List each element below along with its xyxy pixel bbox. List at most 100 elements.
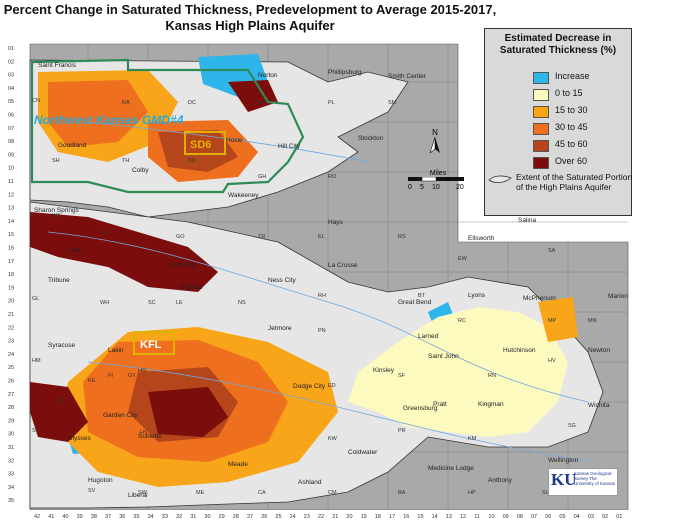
row-label: 08 [8, 139, 14, 145]
county-code: RN [488, 373, 496, 379]
ku-logo: KU Kansas Geological Survey The Universi… [548, 468, 618, 496]
place-label: Wellington [548, 457, 579, 464]
place-label: Lyons [468, 292, 486, 299]
row-label: 20 [8, 299, 14, 305]
col-label: 02 [602, 514, 608, 520]
place-label: Norton [258, 72, 278, 79]
col-label: 41 [48, 514, 54, 520]
gmd4-boundary [30, 58, 305, 194]
place-label: McPherson [523, 295, 556, 302]
county-code: TR [258, 234, 265, 240]
col-label: 07 [531, 514, 537, 520]
county-code: RS [398, 234, 406, 240]
legend-swatch [533, 140, 549, 152]
county-code: EL [318, 234, 325, 240]
row-label: 01 [8, 46, 14, 52]
place-label: Stockton [358, 135, 384, 142]
row-label: 27 [8, 392, 14, 398]
col-label: 33 [162, 514, 168, 520]
county-code: ED [328, 383, 336, 389]
col-label: 18 [375, 514, 381, 520]
sd6-boundary [184, 131, 226, 155]
scale-tick: 5 [420, 184, 424, 191]
col-label: 09 [503, 514, 509, 520]
row-label: 35 [8, 498, 14, 504]
county-code: WH [100, 300, 109, 306]
col-label: 03 [588, 514, 594, 520]
place-label: Goodland [58, 142, 87, 149]
legend-swatch [533, 123, 549, 135]
map-title-line1: Percent Change in Saturated Thickness, P… [3, 2, 497, 17]
place-label: Hoxie [226, 137, 243, 144]
county-code: PN [318, 328, 326, 334]
scale-bar: Miles 0 5 10 20 [408, 170, 468, 192]
county-code: BA [398, 490, 406, 496]
row-axis: 01 02 03 04 05 06 07 08 09 10 11 12 13 14 15 16 17 18 19 20… [8, 46, 14, 504]
north-arrow-icon [429, 136, 440, 154]
col-label: 38 [91, 514, 97, 520]
county-code: BT [418, 293, 426, 299]
county-code: RH [318, 293, 326, 299]
row-label: 17 [8, 259, 14, 265]
row-label: 26 [8, 379, 14, 385]
row-label: 09 [8, 152, 14, 158]
place-label: La Crosse [328, 262, 358, 269]
county-code: SH [52, 158, 60, 164]
kfl-boundary [133, 331, 175, 355]
zone-0-15 [348, 307, 568, 437]
row-label: 12 [8, 192, 14, 198]
county-code: NS [238, 300, 246, 306]
col-label: 40 [62, 514, 68, 520]
place-label: Jetmore [268, 325, 292, 332]
place-label: Colby [132, 167, 149, 174]
place-label: Saint John [428, 353, 459, 360]
row-label: 07 [8, 126, 14, 132]
county-code: EW [458, 256, 468, 262]
legend-swatch [533, 157, 549, 169]
county-code: GL [32, 296, 39, 302]
row-label: 02 [8, 59, 14, 65]
legend: Estimated Decrease in Saturated Thicknes… [484, 28, 632, 216]
col-label: 13 [446, 514, 452, 520]
scale-tick: 0 [408, 184, 412, 191]
county-code: SU [542, 490, 550, 496]
county-code: PR [398, 428, 406, 434]
col-label: 32 [176, 514, 182, 520]
county-code: CN [32, 98, 40, 104]
place-label: Newton [588, 347, 610, 354]
place-label: Sharon Springs [34, 207, 80, 214]
county-code: HP [468, 490, 476, 496]
col-label: 12 [460, 514, 466, 520]
county-code: GO [176, 234, 185, 240]
row-label: 30 [8, 432, 14, 438]
col-label: 35 [133, 514, 139, 520]
row-label: 31 [8, 445, 14, 451]
col-label: 16 [403, 514, 409, 520]
county-code: RO [328, 174, 337, 180]
row-label: 04 [8, 86, 14, 92]
col-label: 06 [545, 514, 551, 520]
scale-tick: 20 [456, 184, 464, 191]
place-label: Pratt [433, 401, 447, 408]
sd6-label: SD6 [190, 139, 211, 151]
county-code: DC [188, 100, 196, 106]
col-label: 39 [77, 514, 83, 520]
county-code: GT [58, 398, 66, 404]
north-arrow: N [425, 128, 445, 155]
col-label: 31 [190, 514, 196, 520]
county-code: HG [138, 368, 146, 374]
county-code: HV [548, 358, 556, 364]
col-label: 28 [233, 514, 239, 520]
north-label: N [432, 128, 438, 137]
col-label: 19 [361, 514, 367, 520]
county-code: GY [128, 373, 136, 379]
place-label: Hill City [278, 143, 301, 150]
place-label: Garden City [103, 412, 138, 419]
place-label: Sublette [138, 433, 162, 440]
legend-label: Increase [555, 71, 590, 81]
county-code: RC [458, 318, 466, 324]
county-code: HM [32, 358, 41, 364]
col-label: 04 [574, 514, 580, 520]
place-labels: Norton Phillipsburg Smith Center Stockton Hi… [34, 62, 628, 499]
legend-swatch [533, 72, 549, 84]
